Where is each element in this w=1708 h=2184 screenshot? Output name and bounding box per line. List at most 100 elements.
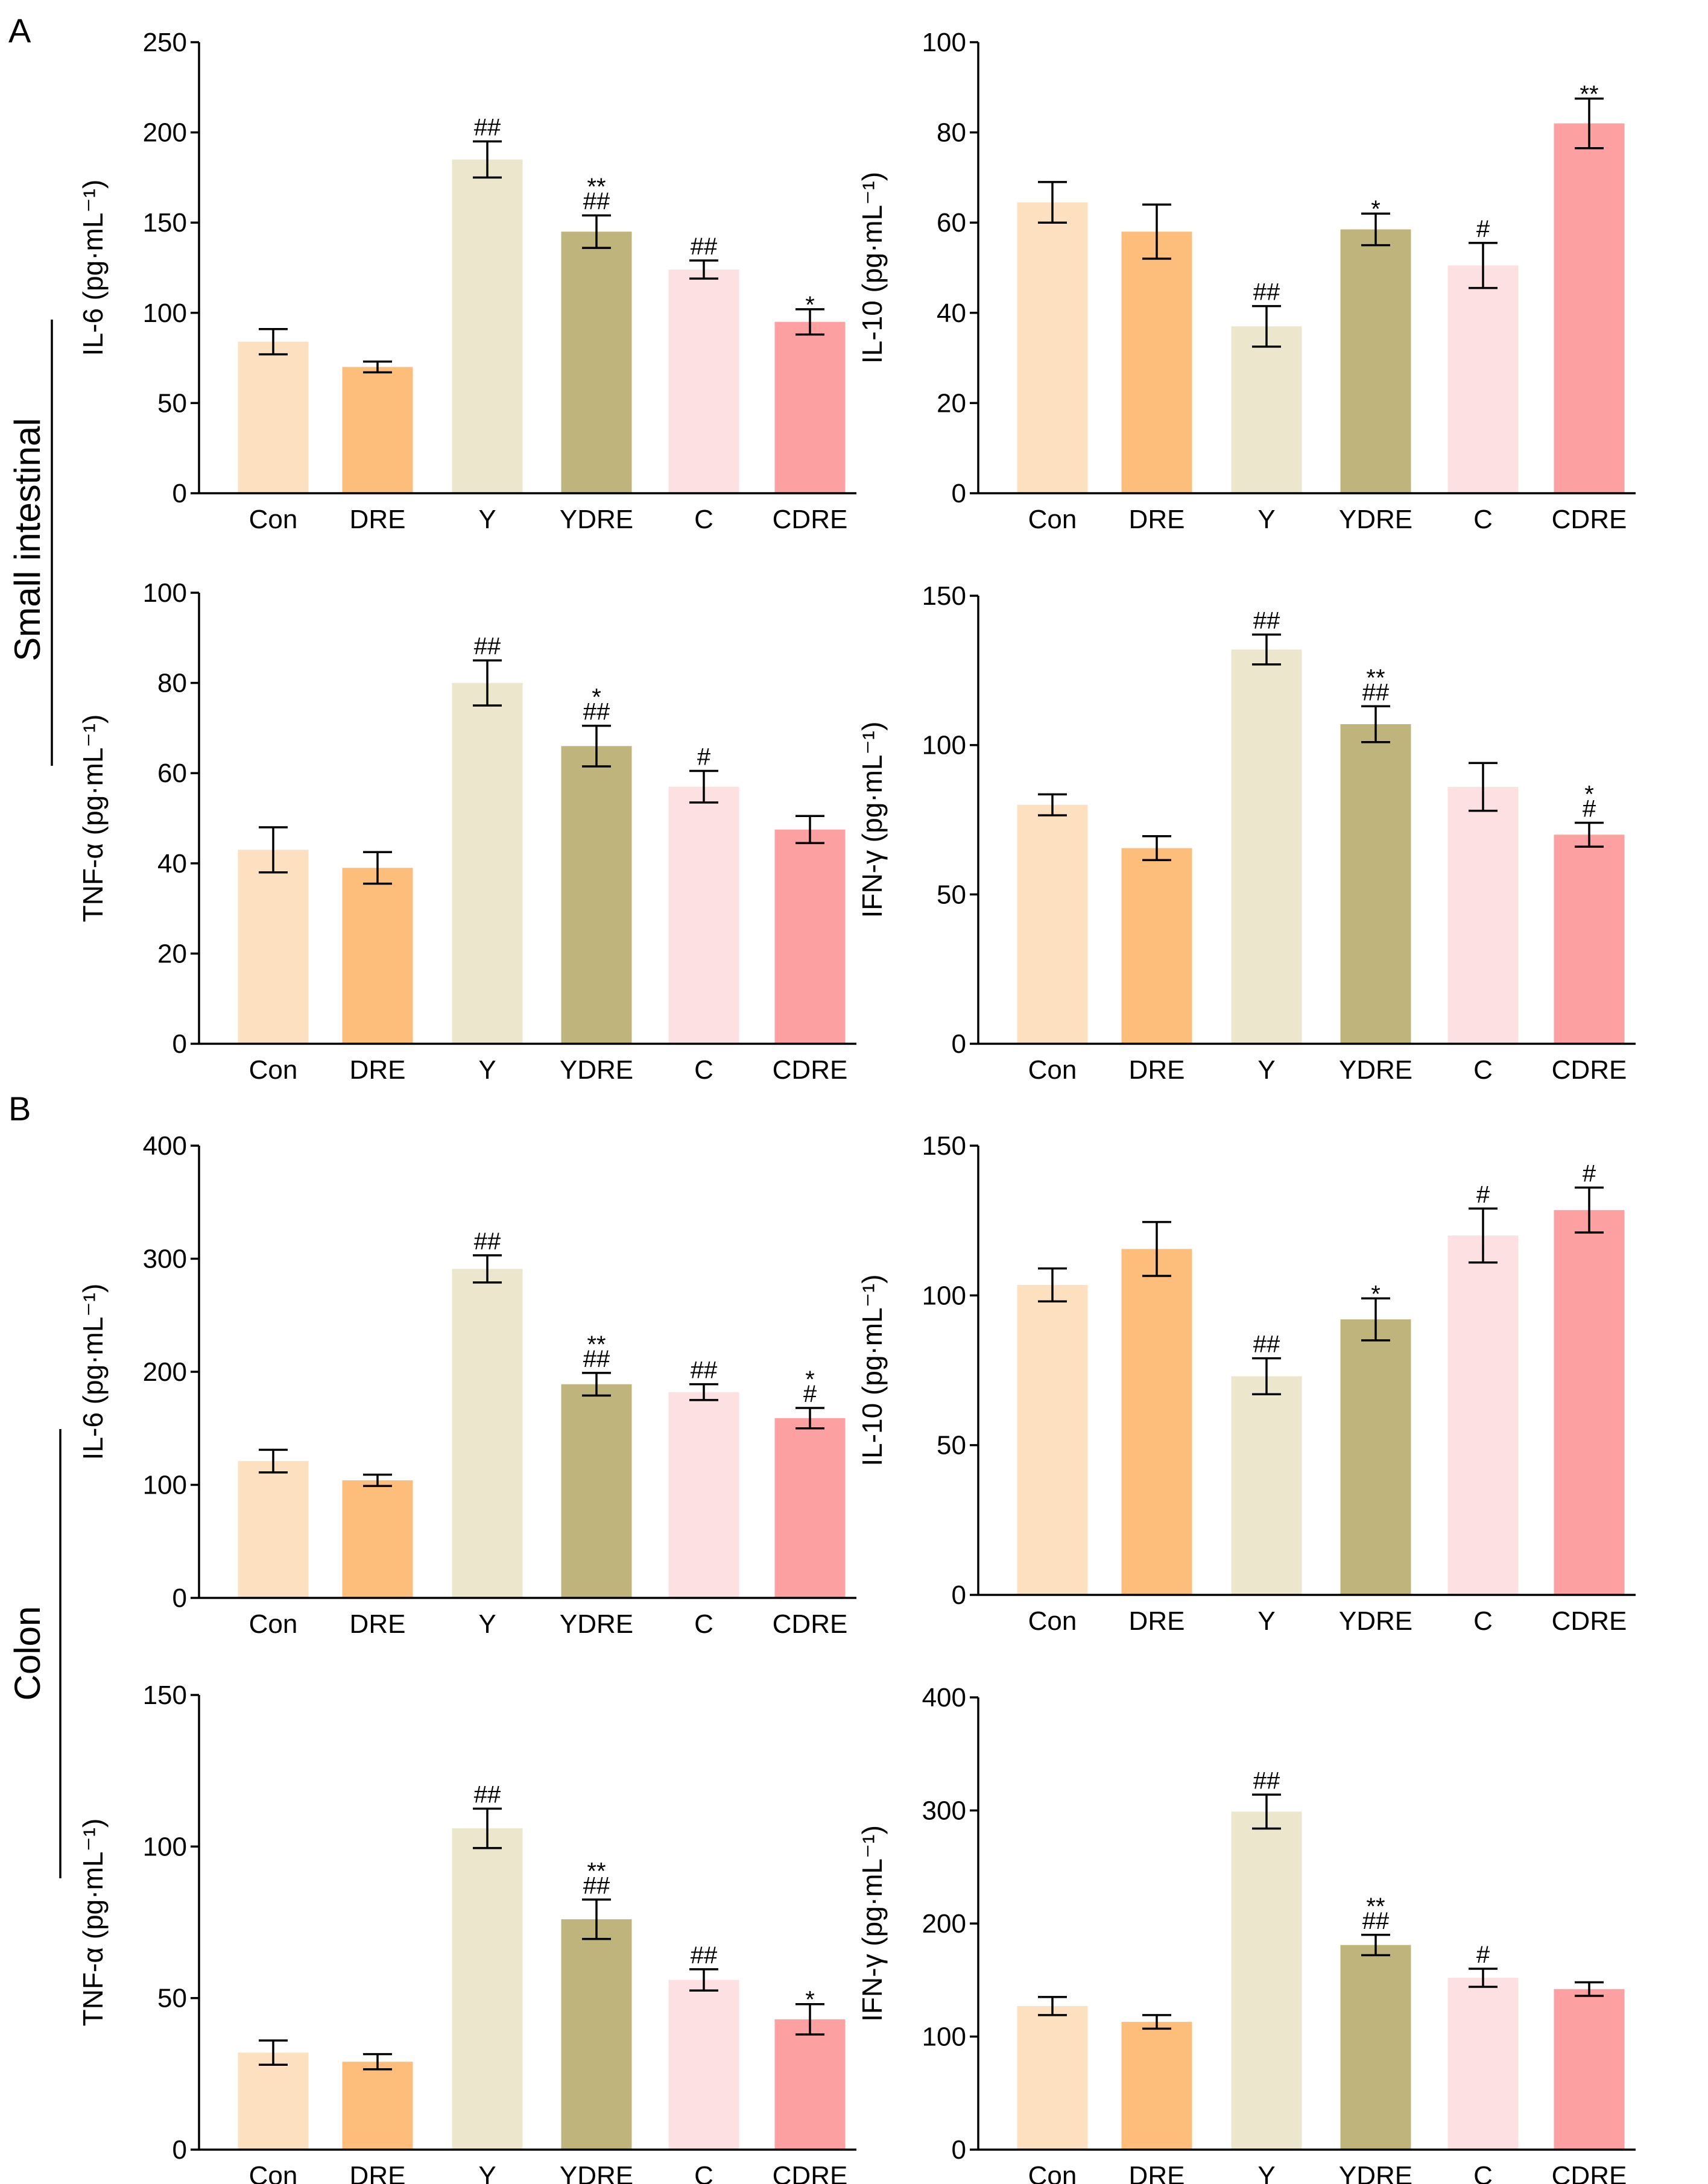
x-tick-label: Con [1028,2161,1077,2184]
y-tick-label: 50 [937,1431,966,1460]
y-tick-label: 50 [157,1984,187,2013]
x-tick-label: C [694,2161,713,2184]
y-tick-label: 100 [143,578,187,608]
bar-con [1017,804,1088,1044]
error-bar [1575,821,1604,848]
bar-con [238,341,309,493]
x-tick-label: Con [249,1055,298,1085]
x-tick-label: Y [478,2161,496,2184]
y-axis-label: IFN-γ (pg·mL⁻¹) [856,1825,888,2022]
error-bar [582,724,611,768]
y-tick-label: 150 [922,1131,966,1161]
error-bar [363,1473,392,1488]
error-bar [582,1372,611,1397]
x-tick-label: CDRE [773,2161,848,2184]
x-tick-label: DRE [1129,505,1185,534]
significance-label: ## [583,1346,610,1372]
bar-y [1231,1811,1302,2150]
error-bar [1142,2014,1171,2030]
panel-b-side-label-text: Colon [7,1606,48,1701]
y-axis-label: TNF-α (pg·mL⁻¹) [77,1819,109,2027]
bar-c [1447,1978,1519,2150]
x-tick-label: CDRE [773,505,848,534]
bar-c [668,269,739,493]
x-tick-label: YDRE [560,1609,633,1639]
error-bar [795,815,824,844]
x-tick-label: Y [478,1055,496,1085]
error-bar [689,1383,718,1401]
error-bar [1142,203,1171,260]
panel-b-side-label: Colon [7,1429,62,1878]
y-tick-label: 300 [922,1796,966,1826]
y-tick-label: 0 [952,1580,966,1610]
error-bar [1575,97,1604,150]
y-axis-label: IFN-γ (pg·mL⁻¹) [856,722,888,918]
error-bar [259,1448,288,1474]
y-axis-label: IL-6 (pg·mL⁻¹) [77,1284,109,1460]
y-tick-label: 0 [172,2135,187,2165]
bar-cdre [1554,1210,1625,1595]
significance-label: ## [691,1942,718,1969]
x-tick-label: Con [1028,1055,1077,1085]
x-tick-label: Con [1028,1606,1077,1636]
y-tick-label: 100 [143,298,187,328]
significance-label: ** [587,1858,606,1884]
bar-cdre [1554,835,1625,1044]
y-tick-label: 200 [143,118,187,148]
y-axis-label: TNF-α (pg·mL⁻¹) [77,715,109,923]
bar-cdre [774,829,846,1044]
x-tick-label: DRE [350,2161,406,2184]
x-tick-label: C [1473,505,1493,534]
significance-label: # [697,743,711,770]
x-tick-label: Y [1257,505,1275,534]
significance-label: ** [1580,81,1598,108]
bar-dre [1121,1249,1192,1595]
error-bar [1038,793,1067,816]
error-bar [1469,242,1498,289]
significance-label: ## [474,1228,501,1255]
x-tick-label: Con [249,1609,298,1639]
y-tick-label: 300 [143,1245,187,1274]
error-bar [473,1807,502,1849]
y-tick-label: 40 [937,298,966,328]
significance-label: # [1476,216,1490,242]
error-bar [473,1254,502,1284]
x-tick-label: C [1473,1606,1493,1636]
y-tick-label: 100 [922,1281,966,1310]
error-bar [473,659,502,707]
y-tick-label: 50 [157,388,187,418]
significance-label: * [1584,781,1594,807]
y-tick-label: 100 [922,2022,966,2052]
x-tick-label: CDRE [773,1055,848,1085]
bar-dre [1121,848,1192,1044]
error-bar [582,214,611,249]
x-tick-label: Y [478,505,496,534]
bar-dre [342,1480,413,1598]
y-tick-label: 100 [143,1832,187,1861]
significance-label: ## [474,633,501,660]
significance-label: ** [587,174,606,200]
x-tick-label: DRE [1129,1055,1185,1085]
error-bar [795,2003,824,2036]
error-bar [1038,181,1067,224]
error-bar [1252,305,1281,348]
error-bar [1469,1968,1498,1988]
significance-label: ## [583,1872,610,1899]
bar-y [452,159,523,494]
bar-y [452,1828,523,2150]
error-bar [363,360,392,374]
bar-c [668,1980,739,2150]
significance-label: * [1371,1281,1381,1307]
x-tick-label: YDRE [1339,505,1412,534]
significance-label: ## [1253,279,1280,306]
significance-label: * [592,684,601,711]
y-tick-label: 60 [157,759,187,788]
x-tick-label: DRE [350,505,406,534]
bar-c [668,786,739,1044]
y-tick-label: 200 [143,1357,187,1387]
y-axis-label: IL-10 (pg·mL⁻¹) [856,172,888,364]
significance-label: # [1583,795,1596,822]
panel-b-letter: B [8,1090,31,1128]
bar-c [668,1392,739,1598]
